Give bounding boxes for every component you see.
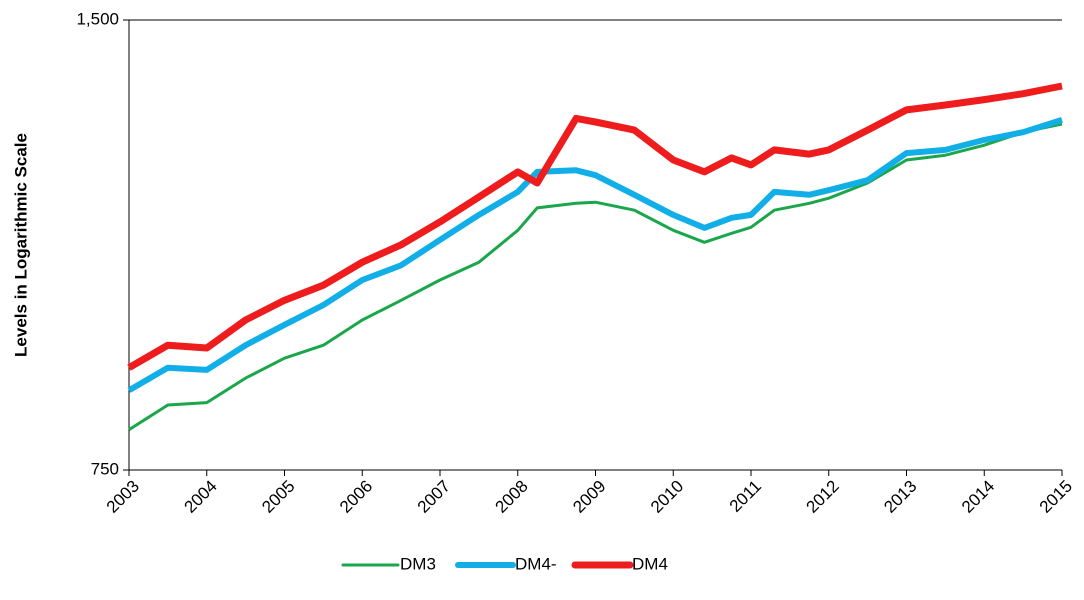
series-line	[128, 122, 1063, 431]
x-tick-label: 2006	[336, 477, 376, 517]
x-tick-label: 2008	[492, 477, 532, 517]
x-tick-label: 2014	[958, 477, 998, 517]
series-line	[127, 117, 1063, 393]
y-tick-label: 750	[91, 459, 119, 478]
y-axis-label: Levels in Logarithmic Scale	[11, 133, 30, 357]
y-tick-label: 1,500	[76, 9, 119, 28]
x-tick-label: 2010	[647, 477, 687, 517]
legend-label: DM3	[400, 554, 436, 573]
x-tick-label: 2011	[726, 477, 765, 516]
x-tick-label: 2012	[803, 477, 843, 517]
x-tick-label: 2003	[103, 477, 143, 517]
x-tick-label: 2013	[880, 477, 920, 517]
series-line	[127, 82, 1063, 371]
x-tick-label: 2004	[181, 477, 221, 517]
x-tick-label: 2005	[258, 477, 298, 517]
x-tick-label: 2009	[569, 477, 609, 517]
legend-label: DM4	[632, 554, 668, 573]
legend-label: DM4-	[515, 554, 557, 573]
x-tick-label: 2007	[414, 477, 454, 517]
x-tick-label: 2015	[1036, 477, 1076, 517]
